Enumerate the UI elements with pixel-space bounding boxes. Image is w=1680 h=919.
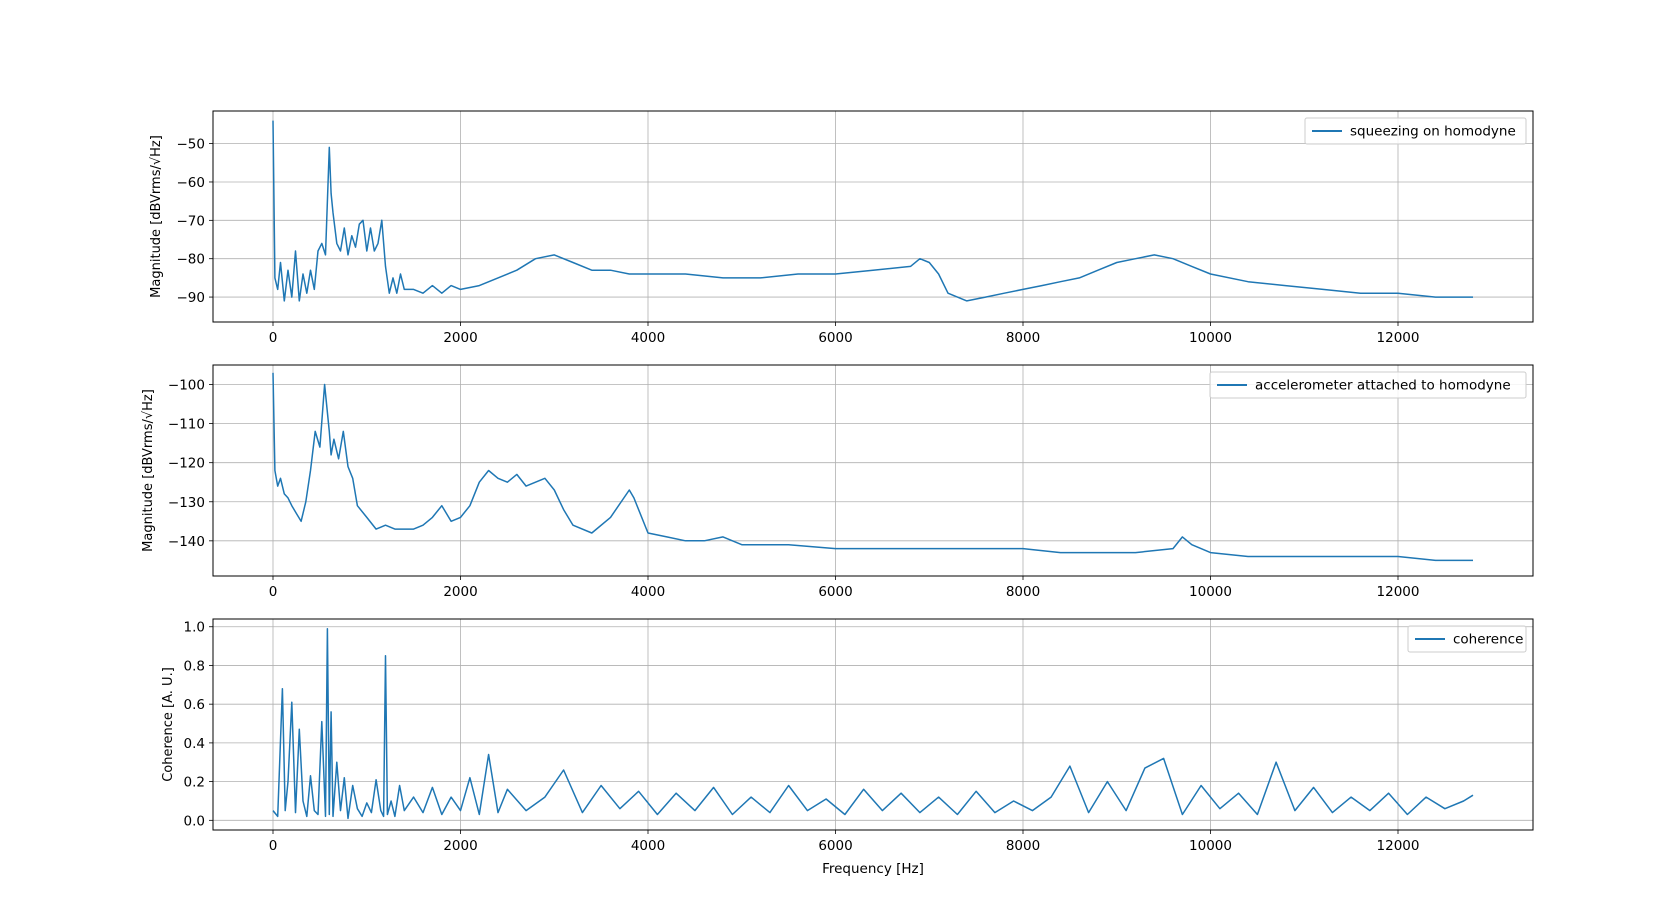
panel-1-legend: squeezing on homodyne [1304,117,1527,145]
panel-2-legend-label: accelerometer attached to homodyne [1255,378,1511,394]
panel-3-legend-label: coherence [1453,632,1523,648]
panel-3-xlabel: Frequency [Hz] [822,861,924,877]
panel-2-grid [213,365,1533,576]
panel-2-xtick-label-6: 12000 [1377,584,1420,600]
panel-2-xtick-label-3: 6000 [818,584,852,600]
panel-accelerometer: 0 2000 4000 6000 8000 10000 12000 −140 −130 −120 −… [141,364,1534,600]
panel-3-series-line-0 [272,627,1474,820]
panel-3-xtick-label-5: 10000 [1189,838,1232,854]
panel-3-xtick-label-3: 6000 [818,838,852,854]
panel-1-xtick-label-5: 10000 [1189,330,1232,346]
panel-2-xtick-label-2: 4000 [631,584,665,600]
panel-1-legend-box [1304,117,1527,145]
panel-3-legend: coherence [1407,625,1527,653]
panel-3-ytick-label-5: 1.0 [184,620,205,636]
panel-coherence: 0 2000 4000 6000 8000 10000 12000 0.0 0.2 0.4 0.6 0… [161,618,1534,877]
panel-3-series [272,627,1474,820]
panel-2-ytick-label-4: −100 [168,378,205,394]
panel-2-ytick-label-1: −130 [168,495,205,511]
panel-2-xtick-label-5: 10000 [1189,584,1232,600]
panel-1-xtick-label-6: 12000 [1377,330,1420,346]
panel-3-ytick-label-0: 0.0 [184,813,205,829]
panel-1-xtick-label-0: 0 [269,330,278,346]
panel-3-ytick-label-2: 0.4 [184,736,205,752]
panel-1-frame [212,110,1534,323]
panel-1-ticks: 0 2000 4000 6000 8000 10000 12000 −90 −80 −70 −60 −… [177,137,1420,346]
panel-3-xtick-label-2: 4000 [631,838,665,854]
panel-1-ytick-label-0: −90 [177,290,206,306]
panel-3-ticks: 0 2000 4000 6000 8000 10000 12000 0.0 0.2 0.4 0.6 0… [184,620,1420,854]
panel-2-ytick-label-3: −110 [168,417,205,433]
panel-2-ytick-label-0: −140 [168,534,205,550]
panel-3-grid [213,619,1533,830]
panel-2-legend-box [1209,371,1527,399]
panel-2-series-line-0 [272,372,1473,562]
panel-squeezing: 0 2000 4000 6000 8000 10000 12000 −90 −80 −70 −60 −… [149,110,1534,346]
panel-1-xtick-label-3: 6000 [818,330,852,346]
panel-2-xtick-label-4: 8000 [1006,584,1040,600]
panel-2-ylabel: Magnitude [dBVrms/√Hz] [141,389,156,552]
panel-3-legend-box [1407,625,1527,653]
panel-3-ylabel: Coherence [A. U.] [161,667,176,782]
panel-3-ytick-label-1: 0.2 [184,775,205,791]
panel-2-ytick-label-2: −120 [168,456,205,472]
panel-1-ylabel: Magnitude [dBVrms/√Hz] [149,135,164,298]
panel-3-xtick-label-1: 2000 [443,838,477,854]
panel-3-xtick-label-6: 12000 [1377,838,1420,854]
panel-1-series [272,120,1473,302]
panel-3-ytick-label-4: 0.8 [184,658,205,674]
panel-1-ytick-label-2: −70 [177,213,206,229]
panel-1-xtick-label-4: 8000 [1006,330,1040,346]
panel-3-ytick-label-3: 0.6 [184,697,205,713]
panel-2-legend: accelerometer attached to homodyne [1209,371,1527,399]
panel-1-legend-label: squeezing on homodyne [1350,124,1516,140]
panel-2-xtick-label-0: 0 [269,584,278,600]
panel-1-ytick-label-1: −80 [177,252,206,268]
panel-3-frame [212,618,1534,831]
panel-2-xtick-label-1: 2000 [443,584,477,600]
panel-1-series-line-0 [272,120,1473,302]
panel-2-series [272,372,1473,562]
panel-2-ticks: 0 2000 4000 6000 8000 10000 12000 −140 −130 −120 −… [168,378,1420,600]
panel-1-xtick-label-1: 2000 [443,330,477,346]
panel-1-xtick-label-2: 4000 [631,330,665,346]
panel-2-frame [212,364,1534,577]
panel-3-xtick-label-0: 0 [269,838,278,854]
panel-3-xtick-label-4: 8000 [1006,838,1040,854]
panel-1-ytick-label-4: −50 [177,137,206,153]
panel-1-ytick-label-3: −60 [177,175,206,191]
